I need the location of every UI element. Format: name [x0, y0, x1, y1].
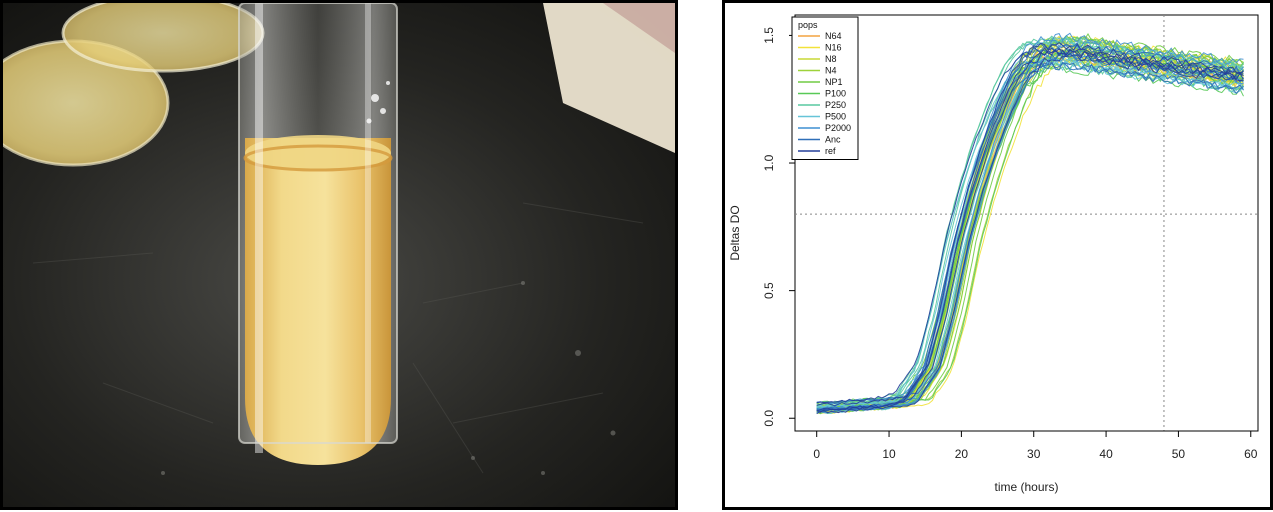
- series-line-p500: [816, 60, 1244, 414]
- series-line-n16: [816, 54, 1244, 411]
- axes: 0 10 20 30 40 50 60 0.0 0.5 1.0 1.5: [762, 27, 1258, 461]
- petri-dish: [3, 41, 168, 165]
- series-line-n64: [816, 50, 1244, 414]
- growth-curve-chart: 0 10 20 30 40 50 60 0.0 0.5 1.0 1.5 time (hours) D…: [722, 0, 1273, 510]
- y-tick-label: 0.5: [762, 282, 776, 299]
- legend-entry-label: ref: [825, 146, 836, 156]
- y-axis-label: Deltas DO: [728, 205, 742, 260]
- x-tick-label: 30: [1027, 447, 1041, 461]
- series-line-anc: [816, 42, 1244, 411]
- x-tick-label: 20: [955, 447, 969, 461]
- legend-entry-label: NP1: [825, 77, 843, 87]
- legend-entry-label: P250: [825, 100, 846, 110]
- series-line-p500: [816, 56, 1244, 409]
- x-tick-label: 50: [1172, 447, 1186, 461]
- series-line-p100: [816, 54, 1244, 404]
- legend-entry-label: N4: [825, 66, 837, 76]
- legend-entry-label: P2000: [825, 123, 851, 133]
- legend-entry-label: N64: [825, 31, 842, 41]
- series-line-ref: [816, 47, 1244, 412]
- series-line-p2000: [816, 52, 1244, 410]
- series-line-anc: [816, 51, 1244, 405]
- x-axis-label: time (hours): [994, 480, 1058, 494]
- series-line-ref: [816, 41, 1244, 413]
- series-line-anc: [816, 61, 1244, 413]
- x-tick-label: 0: [813, 447, 820, 461]
- series-line-anc: [816, 61, 1244, 412]
- legend-entry-label: P500: [825, 112, 846, 122]
- y-tick-label: 1.5: [762, 27, 776, 44]
- series-line-n16: [816, 46, 1244, 412]
- series-line-p250: [816, 51, 1244, 408]
- series-lines: [816, 32, 1244, 415]
- series-line-n64: [816, 56, 1244, 411]
- x-tick-label: 60: [1244, 447, 1258, 461]
- growth-curve-plot: 0 10 20 30 40 50 60 0.0 0.5 1.0 1.5 time (hours) D…: [728, 14, 1259, 494]
- series-line-n8: [816, 56, 1244, 411]
- y-tick-label: 0.0: [762, 410, 776, 427]
- series-line-n4: [816, 44, 1244, 407]
- series-line-ref: [816, 47, 1244, 407]
- reference-lines: [795, 15, 1258, 431]
- x-tick-label: 10: [882, 447, 896, 461]
- legend-title: pops: [798, 20, 818, 30]
- x-tick-label: 40: [1099, 447, 1113, 461]
- series-line-n64: [816, 55, 1244, 414]
- legend-entry-label: N16: [825, 43, 842, 53]
- series-line-p100: [816, 66, 1244, 414]
- series-line-p500: [816, 57, 1244, 410]
- legend-entry-label: P100: [825, 89, 846, 99]
- series-line-p500: [816, 57, 1244, 412]
- series-line-p2000: [816, 52, 1244, 410]
- legend-box: [791, 16, 859, 160]
- series-line-np1: [816, 33, 1244, 407]
- series-line-np1: [816, 50, 1244, 405]
- legend-entry-label: Anc: [825, 135, 841, 145]
- yellow-culture-liquid: [245, 138, 391, 465]
- series-line-p100: [816, 44, 1244, 411]
- series-line-n8: [816, 45, 1244, 413]
- series-line-n8: [816, 58, 1244, 414]
- series-line-p100: [816, 60, 1244, 415]
- legend-entry-label: N8: [825, 54, 837, 64]
- series-line-p250: [816, 58, 1244, 410]
- series-line-np1: [816, 45, 1244, 409]
- series-line-p2000: [816, 32, 1244, 404]
- test-tube-photo: [0, 0, 678, 510]
- y-tick-label: 1.0: [762, 154, 776, 171]
- series-line-n8: [816, 42, 1244, 408]
- series-line-p100: [816, 50, 1244, 411]
- series-line-ref: [816, 53, 1244, 415]
- series-line-ref: [816, 46, 1244, 404]
- series-line-n16: [816, 56, 1244, 414]
- test-tube-photo-image: [3, 3, 675, 507]
- series-line-p2000: [816, 44, 1244, 412]
